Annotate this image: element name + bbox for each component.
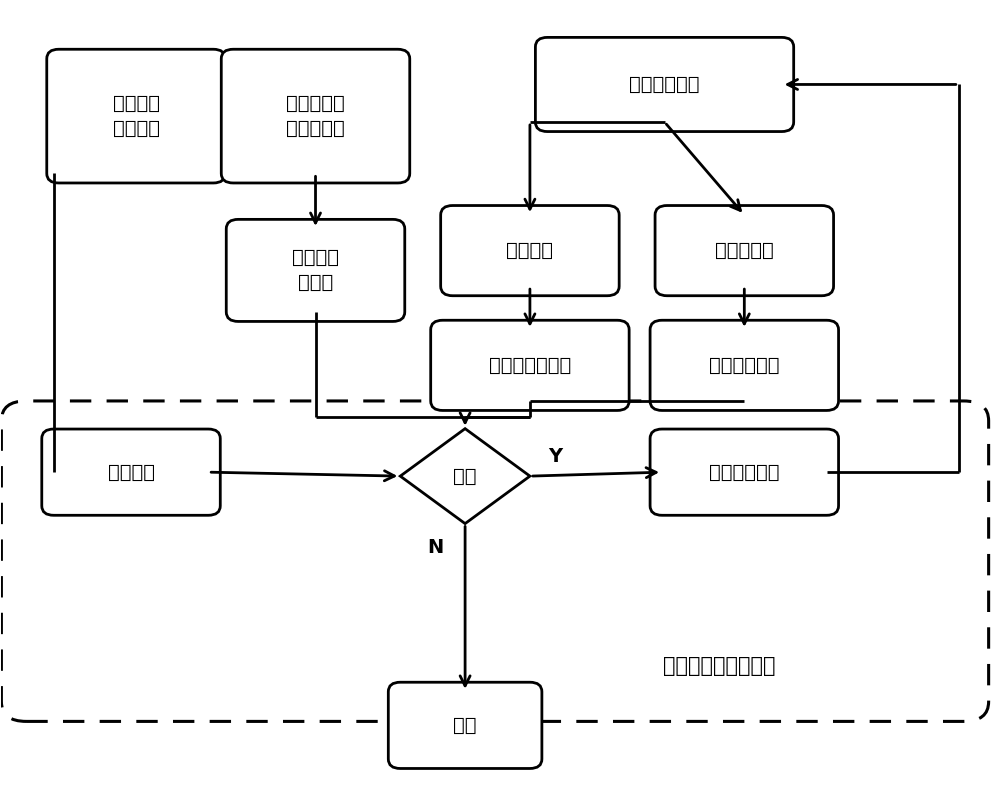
FancyBboxPatch shape xyxy=(650,429,839,515)
FancyBboxPatch shape xyxy=(388,682,542,769)
FancyBboxPatch shape xyxy=(431,320,629,410)
Text: 多仰角的高
分辨率光谱: 多仰角的高 分辨率光谱 xyxy=(286,94,345,138)
Text: 辐射传输模型: 辐射传输模型 xyxy=(629,75,700,94)
Text: 实测光路
总浓度: 实测光路 总浓度 xyxy=(292,249,339,292)
FancyBboxPatch shape xyxy=(535,37,794,132)
FancyBboxPatch shape xyxy=(47,49,225,183)
Text: 雅克比矩阵: 雅克比矩阵 xyxy=(715,241,774,260)
Text: Y: Y xyxy=(548,447,562,466)
FancyBboxPatch shape xyxy=(441,206,619,295)
Text: 先验廓线: 先验廓线 xyxy=(108,463,155,482)
FancyBboxPatch shape xyxy=(221,49,410,183)
FancyBboxPatch shape xyxy=(226,219,405,322)
FancyBboxPatch shape xyxy=(650,320,839,410)
Polygon shape xyxy=(400,429,530,523)
Text: 迭代权重函数: 迭代权重函数 xyxy=(709,356,780,375)
Text: 污染物总
量与标高: 污染物总 量与标高 xyxy=(113,94,160,138)
Text: 迭代: 迭代 xyxy=(453,467,477,486)
Text: 廓线: 廓线 xyxy=(453,716,477,735)
Text: 模拟光强: 模拟光强 xyxy=(506,241,553,260)
Text: 污染物垂直分布反演: 污染物垂直分布反演 xyxy=(663,656,776,676)
Text: 中间垂直廓线: 中间垂直廓线 xyxy=(709,463,780,482)
FancyBboxPatch shape xyxy=(42,429,220,515)
FancyBboxPatch shape xyxy=(655,206,834,295)
Text: N: N xyxy=(427,538,443,557)
Text: 模拟光路总浓度: 模拟光路总浓度 xyxy=(489,356,571,375)
